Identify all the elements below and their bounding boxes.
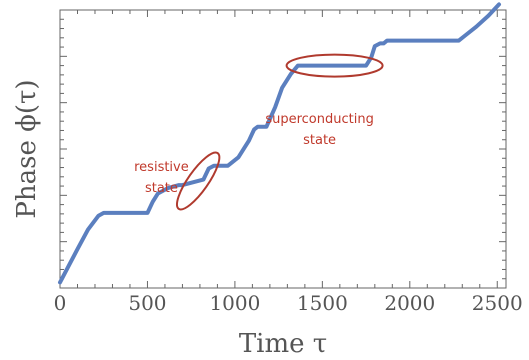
resistive-label-line2: state [145,181,178,196]
superconducting-label-line2: state [303,133,336,148]
resistive-state-ellipse [176,151,221,211]
annotations: resistive state superconducting state [134,53,384,211]
x-tick-label: 2500 [472,291,523,315]
series-line-phase [58,2,501,285]
x-axis-label: Time τ [239,329,327,359]
tick-marks [59,9,506,289]
resistive-label-line1: resistive [134,160,189,175]
x-tick-label: 0 [54,291,67,315]
x-tick-labels: 0 500 1000 1500 2000 2500 [54,291,523,315]
x-tick-label: 1500 [297,291,348,315]
x-tick-label: 2000 [384,291,435,315]
x-tick-label: 500 [128,291,166,315]
superconducting-state-ellipse [285,53,384,78]
y-axis-label: Phase ϕ(τ) [12,79,42,218]
plot-frame [59,9,507,289]
x-tick-label: 1000 [209,291,260,315]
superconducting-label-line1: superconducting [265,112,374,127]
